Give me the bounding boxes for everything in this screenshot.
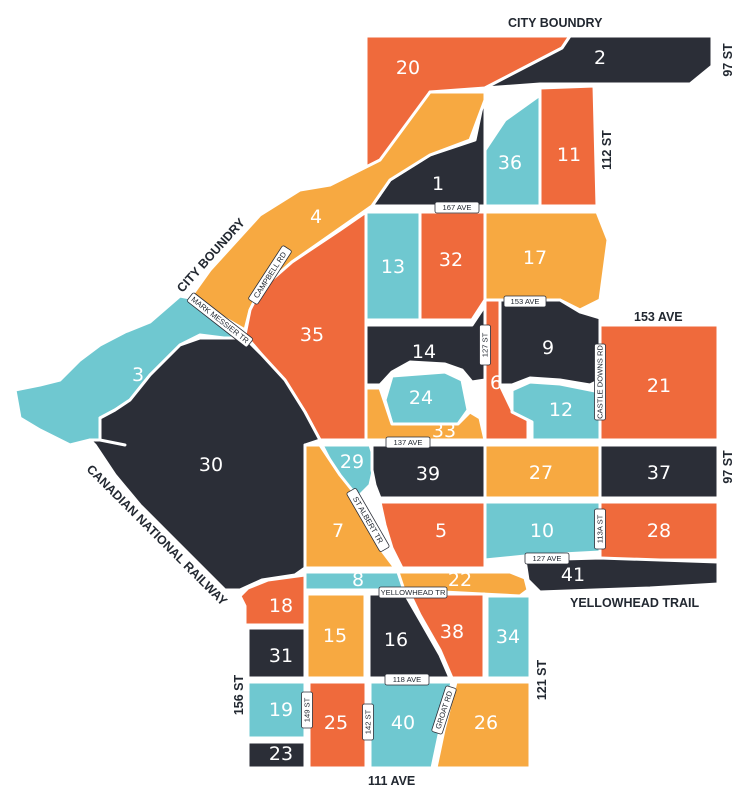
zone-number-23: 23 (269, 743, 293, 765)
zone-number-36: 36 (498, 152, 522, 174)
zone-11[interactable] (538, 84, 599, 208)
zone-number-34: 34 (496, 626, 520, 648)
zone-14[interactable] (364, 298, 487, 387)
label-city-boundary-top: CITY BOUNDRY (508, 16, 603, 30)
zone-number-10: 10 (530, 520, 554, 542)
zone-number-18: 18 (269, 595, 293, 617)
road-tag-113a-st: 113A ST (594, 508, 606, 550)
label-111-ave: 111 AVE (368, 774, 415, 788)
zone-number-24: 24 (409, 387, 433, 409)
label-121-st: 121 ST (535, 659, 549, 700)
svg-text:137 AVE: 137 AVE (394, 438, 423, 447)
zone-37[interactable] (598, 443, 720, 500)
svg-text:149 ST: 149 ST (303, 697, 312, 722)
zone-number-21: 21 (647, 375, 671, 397)
zone-number-31: 31 (269, 645, 293, 667)
zone-19[interactable] (246, 680, 307, 740)
zone-number-32: 32 (439, 249, 463, 271)
zone-number-41: 41 (561, 564, 585, 586)
zones (13, 34, 720, 770)
svg-text:118 AVE: 118 AVE (393, 675, 421, 684)
svg-text:YELLOWHEAD TR: YELLOWHEAD TR (381, 588, 446, 597)
svg-text:127 AVE: 127 AVE (533, 554, 562, 563)
zone-number-30: 30 (199, 454, 223, 476)
zone-number-40: 40 (391, 712, 415, 734)
zone-number-14: 14 (412, 341, 436, 363)
zone-number-12: 12 (549, 399, 573, 421)
zone-31[interactable] (246, 626, 307, 680)
road-tag-castle-downs-rd: CASTLE DOWNS RD (594, 343, 606, 421)
road-tag-127-ave: 127 AVE (524, 552, 570, 565)
zone-number-4: 4 (310, 206, 322, 228)
zone-number-39: 39 (416, 463, 440, 485)
label-153-ave: 153 AVE (634, 310, 683, 324)
zone-18[interactable] (238, 573, 307, 627)
road-tag-153-ave: 153 AVE (503, 295, 547, 308)
svg-text:CASTLE DOWNS RD: CASTLE DOWNS RD (596, 345, 605, 419)
zone-number-11: 11 (557, 144, 581, 166)
zone-number-15: 15 (323, 625, 347, 647)
label-yellowhead-trail: YELLOWHEAD TRAIL (570, 596, 700, 610)
zone-number-13: 13 (381, 256, 405, 278)
road-tag-142-st: 142 ST (362, 703, 374, 741)
zone-number-9: 9 (542, 337, 554, 359)
zone-number-35: 35 (300, 324, 324, 346)
zone-9[interactable] (498, 298, 602, 387)
zone-5[interactable] (378, 500, 487, 570)
label-97-st-top: 97 ST (721, 43, 735, 77)
zone-numbers: 20 2 36 11 1 4 13 32 17 35 14 9 21 6 24 … (132, 47, 671, 765)
zone-2[interactable] (483, 34, 714, 90)
svg-text:167 AVE: 167 AVE (443, 203, 472, 212)
label-156-st: 156 ST (232, 674, 246, 715)
zone-number-29: 29 (340, 451, 364, 473)
road-tag-127-st: 127 ST (479, 324, 491, 366)
zone-25[interactable] (307, 680, 368, 770)
zone-number-26: 26 (474, 712, 498, 734)
zone-number-25: 25 (324, 712, 348, 734)
road-tag-167-ave: 167 AVE (434, 201, 480, 214)
zone-40[interactable] (368, 680, 454, 770)
zone-38[interactable] (408, 592, 486, 680)
zone-number-1: 1 (432, 173, 444, 195)
zone-41[interactable] (523, 556, 720, 594)
road-tag-118-ave: 118 AVE (384, 673, 430, 686)
svg-text:153 AVE: 153 AVE (511, 297, 540, 306)
road-tag-137-ave: 137 AVE (385, 436, 431, 449)
zone-number-38: 38 (440, 621, 464, 643)
zone-number-17: 17 (523, 247, 547, 269)
zone-number-6: 6 (490, 372, 502, 394)
zone-number-28: 28 (647, 520, 671, 542)
svg-text:142 ST: 142 ST (364, 709, 373, 734)
zone-number-5: 5 (435, 520, 447, 542)
zone-number-2: 2 (594, 47, 606, 69)
zone-15[interactable] (305, 592, 367, 680)
zone-number-7: 7 (332, 520, 344, 542)
zone-number-19: 19 (269, 699, 293, 721)
zone-number-37: 37 (647, 462, 671, 484)
zone-number-33: 33 (432, 420, 456, 442)
zone-number-3: 3 (132, 364, 144, 386)
road-tag-149-st: 149 ST (301, 691, 313, 729)
road-tag-yellowhead-tr: YELLOWHEAD TR (378, 586, 448, 599)
zone-number-20: 20 (396, 57, 420, 79)
zone-number-8: 8 (352, 569, 364, 591)
svg-text:127 ST: 127 ST (481, 332, 490, 357)
zone-23[interactable] (246, 740, 307, 770)
zone-36[interactable] (483, 93, 542, 208)
zone-number-27: 27 (529, 462, 553, 484)
zone-34[interactable] (485, 594, 532, 680)
label-112-st: 112 ST (600, 130, 614, 170)
label-97-st-right: 97 ST (721, 450, 735, 484)
svg-text:113A ST: 113A ST (596, 514, 605, 543)
zone-30[interactable] (88, 336, 322, 592)
zone-number-22: 22 (448, 569, 472, 591)
zone-number-16: 16 (384, 629, 408, 651)
